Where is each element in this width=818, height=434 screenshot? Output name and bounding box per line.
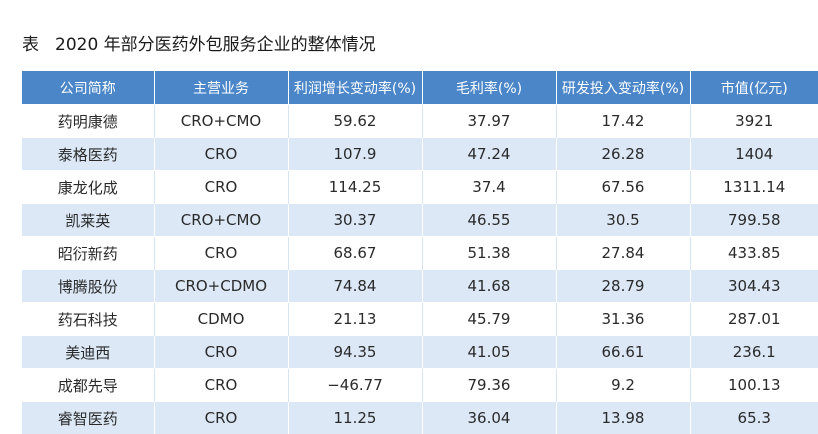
header-rd-change: 研发投入变动率(%)	[556, 71, 690, 105]
rd-change-cell: 31.36	[556, 303, 690, 336]
company-cell: 泰格医药	[22, 138, 154, 171]
profit-growth-cell: 94.35	[288, 336, 422, 369]
company-cell: 药石科技	[22, 303, 154, 336]
business-cell: CRO+CDMO	[154, 270, 288, 303]
company-cell: 凯莱英	[22, 204, 154, 237]
company-cell: 药明康德	[22, 105, 154, 138]
table-header-row: 公司简称 主营业务 利润增长变动率(%) 毛利率(%) 研发投入变动率(%) 市…	[22, 71, 818, 105]
profit-growth-cell: 114.25	[288, 171, 422, 204]
business-cell: CRO+CMO	[154, 204, 288, 237]
profit-growth-cell: 107.9	[288, 138, 422, 171]
market-cap-cell: 799.58	[690, 204, 818, 237]
company-cell: 成都先导	[22, 369, 154, 402]
gross-margin-cell: 37.97	[422, 105, 556, 138]
gross-margin-cell: 41.05	[422, 336, 556, 369]
company-cell: 昭衍新药	[22, 237, 154, 270]
rd-change-cell: 67.56	[556, 171, 690, 204]
profit-growth-cell: 68.67	[288, 237, 422, 270]
caption-label: 表	[22, 35, 39, 55]
business-cell: CDMO	[154, 303, 288, 336]
rd-change-cell: 30.5	[556, 204, 690, 237]
market-cap-cell: 65.3	[690, 402, 818, 434]
market-cap-cell: 433.85	[690, 237, 818, 270]
market-cap-cell: 287.01	[690, 303, 818, 336]
market-cap-cell: 1311.14	[690, 171, 818, 204]
company-cell: 睿智医药	[22, 402, 154, 434]
company-overview-table: 公司简称 主营业务 利润增长变动率(%) 毛利率(%) 研发投入变动率(%) 市…	[22, 71, 818, 434]
header-market-cap: 市值(亿元)	[690, 71, 818, 105]
profit-growth-cell: 11.25	[288, 402, 422, 434]
business-cell: CRO+CMO	[154, 105, 288, 138]
market-cap-cell: 236.1	[690, 336, 818, 369]
header-business: 主营业务	[154, 71, 288, 105]
market-cap-cell: 100.13	[690, 369, 818, 402]
table-caption: 表 2020 年部分医药外包服务企业的整体情况	[22, 34, 376, 56]
profit-growth-cell: 21.13	[288, 303, 422, 336]
market-cap-cell: 3921	[690, 105, 818, 138]
rd-change-cell: 9.2	[556, 369, 690, 402]
market-cap-cell: 1404	[690, 138, 818, 171]
market-cap-cell: 304.43	[690, 270, 818, 303]
caption-title: 2020 年部分医药外包服务企业的整体情况	[55, 35, 376, 55]
business-cell: CRO	[154, 369, 288, 402]
business-cell: CRO	[154, 336, 288, 369]
gross-margin-cell: 36.04	[422, 402, 556, 434]
company-cell: 康龙化成	[22, 171, 154, 204]
gross-margin-cell: 41.68	[422, 270, 556, 303]
profit-growth-cell: −46.77	[288, 369, 422, 402]
rd-change-cell: 26.28	[556, 138, 690, 171]
gross-margin-cell: 79.36	[422, 369, 556, 402]
header-company: 公司简称	[22, 71, 154, 105]
business-cell: CRO	[154, 171, 288, 204]
rd-change-cell: 28.79	[556, 270, 690, 303]
header-profit-growth: 利润增长变动率(%)	[288, 71, 422, 105]
gross-margin-cell: 37.4	[422, 171, 556, 204]
business-cell: CRO	[154, 138, 288, 171]
header-gross-margin: 毛利率(%)	[422, 71, 556, 105]
rd-change-cell: 27.84	[556, 237, 690, 270]
business-cell: CRO	[154, 237, 288, 270]
gross-margin-cell: 47.24	[422, 138, 556, 171]
rd-change-cell: 17.42	[556, 105, 690, 138]
business-cell: CRO	[154, 402, 288, 434]
company-cell: 博腾股份	[22, 270, 154, 303]
profit-growth-cell: 30.37	[288, 204, 422, 237]
rd-change-cell: 13.98	[556, 402, 690, 434]
profit-growth-cell: 59.62	[288, 105, 422, 138]
gross-margin-cell: 46.55	[422, 204, 556, 237]
rd-change-cell: 66.61	[556, 336, 690, 369]
profit-growth-cell: 74.84	[288, 270, 422, 303]
gross-margin-cell: 51.38	[422, 237, 556, 270]
gross-margin-cell: 45.79	[422, 303, 556, 336]
company-cell: 美迪西	[22, 336, 154, 369]
